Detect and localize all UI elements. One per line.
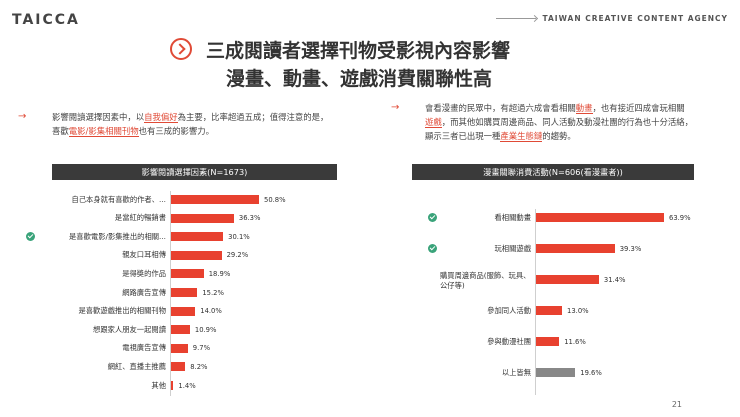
taicca-logo: TAICCA — [12, 12, 80, 28]
note-text: 也有三成的影響力。 — [138, 126, 214, 136]
bar-value: 63.9% — [669, 213, 691, 222]
bar — [536, 337, 560, 346]
note-text: ，也有接近四成會玩相關 — [592, 103, 685, 113]
note-text: 喜歡 — [52, 126, 69, 136]
bar-value: 9.7% — [192, 344, 211, 353]
bar-label: 電視廣告宣傳 — [122, 343, 166, 353]
bar — [171, 288, 198, 297]
bar-label: 其他 — [151, 380, 166, 390]
note-text: 為主要，比率超過五成；值得注意的是， — [177, 112, 329, 122]
agency-name: TAIWAN CREATIVE CONTENT AGENCY — [542, 14, 728, 23]
bar-value: 29.2% — [226, 251, 249, 260]
bar-label: 看相關動畫 — [494, 212, 531, 222]
bar-value: 15.2% — [202, 288, 224, 297]
bar-label: 網路廣告宣傳 — [122, 287, 166, 297]
arrow-icon: → — [391, 102, 400, 113]
bar-value: 39.3% — [619, 244, 642, 253]
bar-value: 50.8% — [264, 195, 286, 204]
arrow-right-icon — [496, 18, 537, 19]
bar-value: 10.9% — [194, 325, 217, 334]
agency-tagline: TAIWAN CREATIVE CONTENT AGENCY — [496, 14, 728, 23]
bar — [171, 325, 190, 335]
page-number: 21 — [671, 400, 682, 409]
note-right: → 會看漫畫的民眾中，有超過六成會看相關動畫，也有接近四成會玩相關 遊戲，而其他… — [391, 101, 725, 143]
bar — [171, 213, 234, 223]
bar-value: 8.2% — [190, 362, 208, 371]
bar-value: 31.4% — [603, 275, 626, 284]
bar — [171, 381, 174, 390]
bar-label: 參加同人活動 — [487, 305, 531, 315]
check-icon — [26, 232, 35, 242]
note-highlight: 遊戲 — [425, 117, 442, 128]
bar — [536, 275, 599, 284]
bar-label: 是得獎的作品 — [122, 268, 166, 278]
note-text: 影響閱讀選擇因素中，以 — [52, 112, 145, 122]
note-text: 的趨勢。 — [542, 131, 576, 141]
bar-label: 親友口耳相傳 — [122, 250, 166, 260]
note-highlight: 產業生態鏈 — [500, 131, 543, 142]
bar-label: 自己本身就有喜歡的作者、... — [71, 194, 166, 204]
chart-left-title: 影響閱讀選擇因素(N=1673) — [52, 164, 337, 180]
bar-value: 30.1% — [228, 232, 250, 241]
bar-value: 1.4% — [178, 381, 196, 390]
chart-left: 自己本身就有喜歡的作者、... 50.8% 是當紅的暢銷書 36.3% 是喜歡電影/影集… — [26, 191, 340, 400]
title-line-1: 三成閱讀者選擇刊物受影視內容影響 — [206, 40, 511, 62]
bar-value: 13.0% — [567, 306, 589, 315]
note-left: → 影響閱讀選擇因素中，以自我偏好為主要，比率超過五成；值得注意的是， 喜歡電影… — [18, 110, 352, 138]
bar-value: 19.6% — [580, 368, 602, 377]
bar-label: 是喜歡電影/影集推出的相關... — [69, 231, 166, 241]
bar-value: 18.9% — [208, 269, 231, 278]
chart-axis — [535, 209, 536, 395]
note-text: ，而其他如購買周邊商品、同人活動及動漫社團的行為也十分活絡， — [441, 117, 693, 127]
bar — [536, 213, 664, 222]
bar-label: 玩相關遊戲 — [494, 243, 531, 253]
bar — [171, 250, 222, 260]
bar — [171, 343, 188, 353]
note-highlight: 動畫 — [575, 103, 593, 114]
chart-axis — [170, 191, 171, 396]
bar-label: 網紅、直播主推薦 — [107, 361, 166, 371]
bar — [171, 232, 224, 242]
bar-value: 14.0% — [200, 307, 222, 316]
bar-value: 36.3% — [238, 214, 261, 223]
chevron-circle-icon — [170, 38, 192, 60]
note-text: 顯示三者已出現一種 — [425, 131, 501, 141]
chart-right: 看相關動畫 63.9% 玩相關遊戲 39.3% 購買周邊商品(服飾、玩具、公仔等) 31.… — [428, 209, 700, 395]
note-highlight: 自我偏好 — [144, 112, 178, 123]
bar — [171, 362, 186, 372]
bar — [171, 306, 196, 316]
bar-label: 想跟家人朋友一起閱讀 — [93, 324, 166, 334]
title-line-2: 漫畫、動畫、遊戲消費關聯性高 — [226, 68, 493, 90]
bar-label: 是喜歡遊戲推出的相關刊物 — [78, 306, 166, 316]
bar — [536, 368, 576, 377]
check-icon — [428, 244, 437, 253]
chart-right-title: 漫畫關聯消費活動(N=606(看漫畫者)) — [412, 164, 694, 180]
bar-value: 11.6% — [564, 337, 586, 346]
bar — [171, 195, 259, 204]
bar-label: 以上皆無 — [501, 367, 531, 377]
arrow-icon: → — [18, 111, 27, 122]
note-highlight: 電影/影集相關刊物 — [68, 126, 139, 137]
bar-label: 購買周邊商品(服飾、玩具、公仔等) — [440, 271, 531, 290]
bar — [536, 306, 563, 315]
check-icon — [428, 213, 437, 222]
bar-label: 參與動漫社團 — [487, 336, 531, 346]
note-text: 會看漫畫的民眾中，有超過六成會看相關 — [425, 103, 576, 113]
bar — [171, 269, 204, 279]
bar — [536, 244, 615, 253]
bar-label: 是當紅的暢銷書 — [114, 213, 166, 223]
